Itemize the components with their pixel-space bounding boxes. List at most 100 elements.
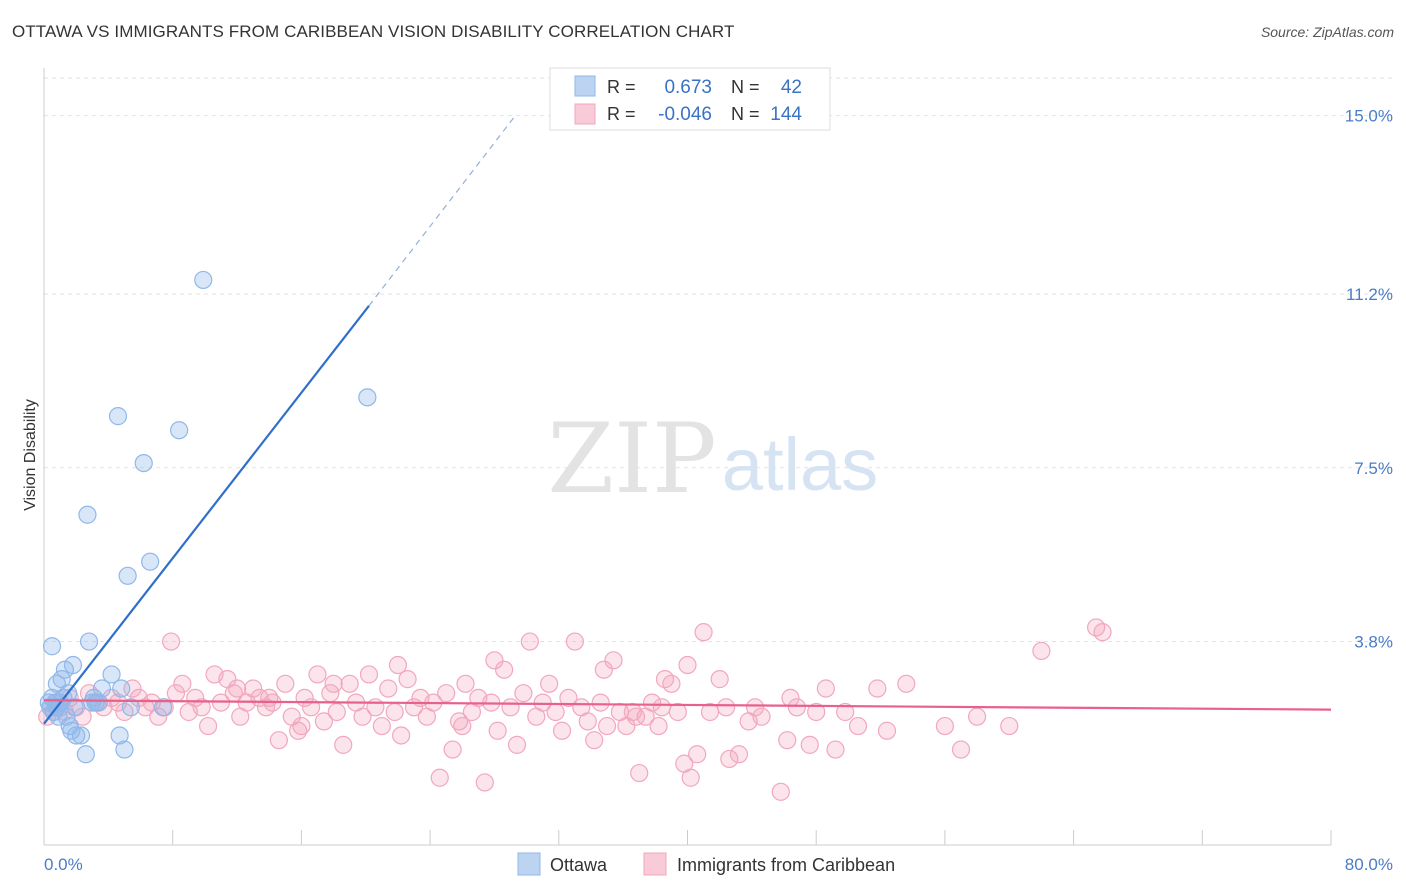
trend-lines bbox=[43, 115, 1332, 725]
caribbean-point-97 bbox=[649, 716, 668, 736]
stats-legend-n-value-ottawa: 42 bbox=[781, 77, 802, 98]
caribbean-point-114 bbox=[800, 735, 819, 754]
caribbean-point-131 bbox=[260, 688, 279, 707]
caribbean-point-139 bbox=[652, 698, 671, 717]
ottawa-point-25 bbox=[102, 665, 121, 684]
caribbean-point-117 bbox=[826, 740, 845, 759]
caribbean-point-70 bbox=[475, 773, 494, 792]
caribbean-point-81 bbox=[546, 702, 565, 722]
caribbean-point-54 bbox=[372, 716, 391, 736]
caribbean-point-79 bbox=[533, 693, 552, 712]
caribbean-point-110 bbox=[752, 707, 771, 726]
caribbean-point-55 bbox=[379, 679, 398, 698]
caribbean-point-48 bbox=[334, 735, 353, 754]
stats-legend-swatch-ottawa bbox=[574, 75, 596, 97]
caribbean-trend-line bbox=[43, 699, 1332, 711]
caribbean-point-27 bbox=[198, 716, 218, 736]
caribbean-point-122 bbox=[897, 674, 916, 693]
caribbean-point-121 bbox=[877, 721, 897, 740]
axes bbox=[43, 68, 1332, 846]
caribbean-point-23 bbox=[173, 674, 192, 693]
caribbean-point-88 bbox=[591, 693, 610, 712]
stats-legend-n-label-caribbean: N = bbox=[731, 104, 760, 124]
legend-label-ottawa: Ottawa bbox=[550, 855, 608, 875]
ottawa-point-19 bbox=[76, 745, 95, 764]
stats-legend-swatch-caribbean bbox=[574, 103, 596, 125]
caribbean-point-64 bbox=[437, 684, 456, 703]
caribbean-point-77 bbox=[520, 632, 539, 651]
caribbean-point-87 bbox=[585, 731, 604, 750]
caribbean-point-102 bbox=[681, 768, 700, 787]
caribbean-point-82 bbox=[552, 721, 572, 740]
caribbean-point-73 bbox=[495, 660, 514, 679]
ottawa-trend-line bbox=[43, 305, 370, 725]
caribbean-point-47 bbox=[327, 702, 346, 722]
y-tick-label: 15.0% bbox=[1345, 107, 1393, 126]
ottawa-point-27 bbox=[110, 726, 129, 745]
caribbean-point-123 bbox=[935, 716, 955, 736]
gridlines bbox=[44, 77, 1393, 643]
caribbean-point-53 bbox=[366, 698, 385, 717]
caribbean-point-120 bbox=[868, 679, 887, 698]
caribbean-point-116 bbox=[816, 679, 835, 698]
ottawa-point-36 bbox=[358, 388, 377, 407]
caribbean-point-103 bbox=[688, 745, 707, 764]
caribbean-point-104 bbox=[694, 623, 713, 642]
stats-legend: R = 0.673 N = 42 R = -0.046 N = 144 bbox=[549, 67, 831, 131]
ottawa-point-37 bbox=[42, 637, 62, 656]
stats-legend-r-label-caribbean: R = bbox=[607, 104, 636, 124]
caribbean-point-72 bbox=[488, 721, 507, 740]
caribbean-point-19 bbox=[149, 707, 168, 726]
stats-legend-r-value-ottawa: 0.673 bbox=[664, 77, 712, 98]
watermark: ZIP atlas bbox=[547, 403, 878, 515]
ottawa-point-20 bbox=[79, 632, 99, 651]
stats-legend-frame bbox=[549, 67, 831, 131]
caribbean-point-126 bbox=[1000, 716, 1019, 736]
ottawa-trend-extension bbox=[368, 115, 516, 307]
caribbean-point-124 bbox=[951, 740, 971, 759]
legend-label-caribbean: Immigrants from Caribbean bbox=[677, 855, 895, 875]
caribbean-point-135 bbox=[453, 716, 472, 736]
caribbean-point-119 bbox=[848, 716, 868, 736]
ottawa-point-18 bbox=[71, 726, 91, 745]
ottawa-point-31 bbox=[134, 453, 153, 473]
caribbean-point-76 bbox=[514, 684, 533, 703]
caribbean-point-84 bbox=[565, 632, 584, 651]
caribbean-point-106 bbox=[710, 670, 729, 689]
caribbean-point-34 bbox=[244, 679, 263, 698]
ottawa-point-28 bbox=[115, 740, 134, 759]
ottawa-point-29 bbox=[118, 566, 137, 585]
watermark-zip: ZIP bbox=[547, 403, 716, 515]
ottawa-point-39 bbox=[112, 679, 131, 698]
caribbean-point-133 bbox=[324, 674, 343, 693]
source-credit: Source: ZipAtlas.com bbox=[1260, 24, 1394, 40]
caribbean-point-39 bbox=[276, 674, 295, 693]
ottawa-point-35 bbox=[194, 270, 213, 290]
ottawa-point-32 bbox=[141, 552, 160, 571]
caribbean-point-112 bbox=[778, 731, 797, 750]
bottom-legend: Ottawa Immigrants from Caribbean bbox=[517, 852, 895, 876]
caribbean-point-65 bbox=[443, 740, 462, 759]
chart-title: OTTAWA VS IMMIGRANTS FROM CARIBBEAN VISI… bbox=[12, 22, 735, 41]
caribbean-point-113 bbox=[787, 698, 806, 717]
caribbean-point-21 bbox=[161, 632, 181, 651]
caribbean-point-80 bbox=[540, 674, 559, 693]
caribbean-point-125 bbox=[967, 707, 987, 726]
x-tick-label-start: 0.0% bbox=[44, 855, 83, 874]
series-caribbean-points bbox=[38, 618, 1112, 801]
caribbean-point-108 bbox=[729, 745, 749, 764]
caribbean-point-111 bbox=[771, 782, 790, 801]
caribbean-point-38 bbox=[269, 731, 288, 750]
caribbean-point-138 bbox=[626, 707, 646, 726]
caribbean-point-129 bbox=[1093, 623, 1112, 642]
caribbean-point-44 bbox=[308, 665, 327, 684]
legend-swatch-caribbean bbox=[643, 852, 667, 876]
ottawa-point-30 bbox=[121, 698, 140, 717]
stats-legend-n-value-caribbean: 144 bbox=[770, 104, 802, 125]
caribbean-point-127 bbox=[1032, 641, 1051, 661]
caribbean-point-115 bbox=[807, 702, 826, 722]
y-tick-label: 3.8% bbox=[1354, 633, 1393, 652]
stats-legend-n-label-ottawa: N = bbox=[731, 77, 760, 97]
caribbean-point-51 bbox=[353, 707, 372, 726]
